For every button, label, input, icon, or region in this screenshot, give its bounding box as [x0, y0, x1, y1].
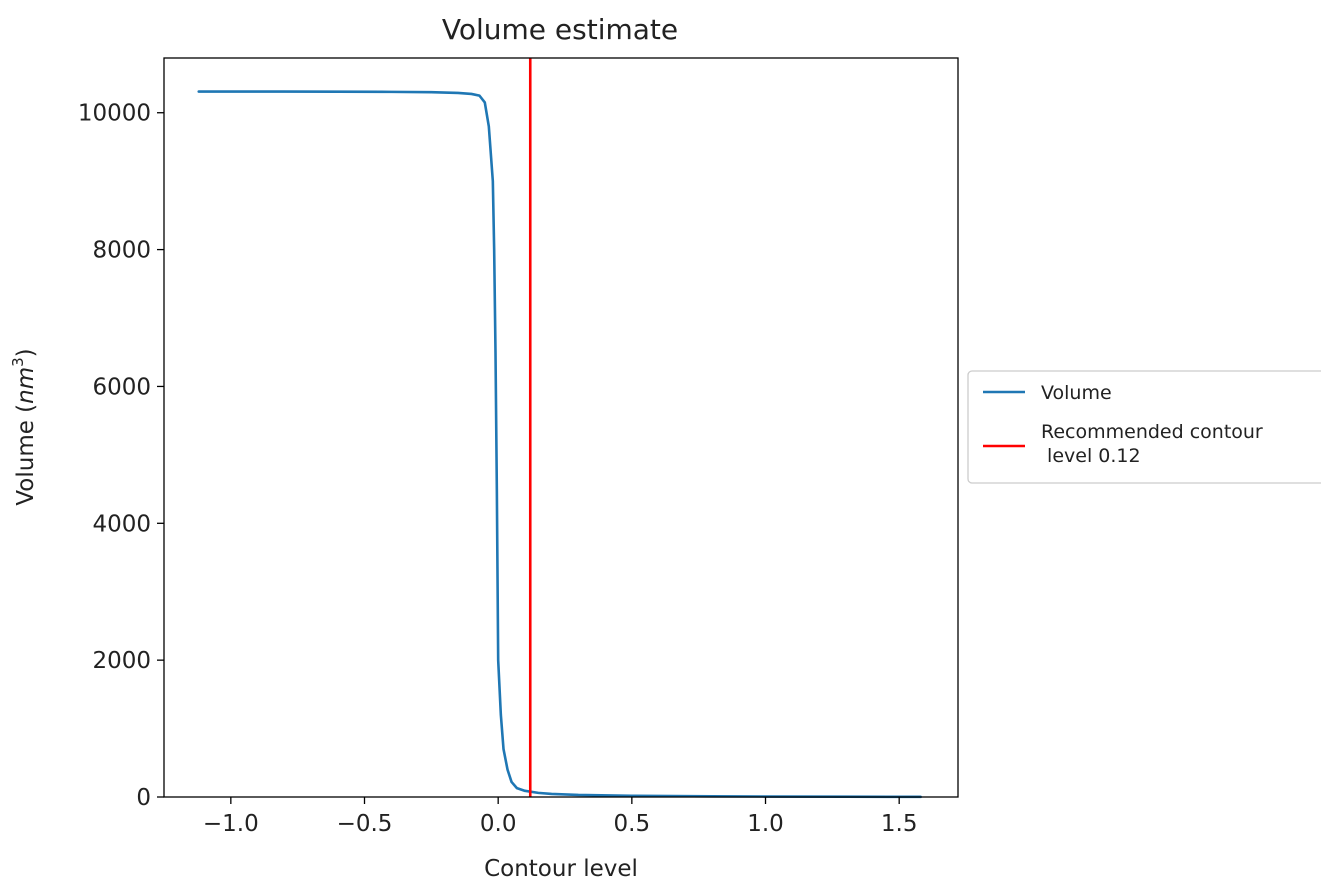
- legend-label-line-2: level 0.12: [1041, 445, 1141, 467]
- x-tick-label: −1.0: [203, 811, 259, 837]
- legend: Volume Recommended contour level 0.12: [967, 370, 1321, 484]
- x-tick-label: −0.5: [337, 811, 393, 837]
- legend-label-recommended-contour: Recommended contour level 0.12: [1041, 421, 1263, 467]
- x-axis-label: Contour level: [484, 856, 638, 878]
- y-tick-label: 8000: [92, 238, 151, 264]
- x-tick-label: 0.0: [480, 811, 517, 837]
- x-tick-label: 1.5: [881, 811, 918, 837]
- y-axis-label-suffix: ): [13, 348, 39, 357]
- y-axis-label-prefix: Volume (: [13, 404, 39, 506]
- chart-title: Volume estimate: [442, 13, 678, 46]
- y-tick-label: 4000: [92, 511, 151, 537]
- y-tick-label: 2000: [92, 648, 151, 674]
- y-tick-label: 10000: [78, 101, 151, 127]
- plot-frame: [163, 57, 959, 798]
- y-tick-label: 0: [136, 785, 151, 811]
- y-tick-label: 6000: [92, 374, 151, 400]
- x-tick-label: 1.0: [747, 811, 784, 837]
- y-axis-label-unit: nm: [13, 367, 39, 404]
- legend-label-line-1: Recommended contour: [1041, 421, 1263, 443]
- legend-label-volume: Volume: [1041, 382, 1112, 404]
- series-line-volume: [197, 90, 922, 799]
- y-axis-label-exponent: 3: [9, 357, 27, 367]
- ticks-layer: −1.0 −0.5 0.0 0.5 1.0 1.5 0 2000 4000 6000 8000 100…: [78, 101, 918, 837]
- y-axis-label: Volume (nm3): [9, 348, 39, 505]
- plot-area: [164, 58, 958, 797]
- data-layer: [197, 58, 922, 799]
- legend-box: [967, 370, 1321, 484]
- x-tick-label: 0.5: [614, 811, 651, 837]
